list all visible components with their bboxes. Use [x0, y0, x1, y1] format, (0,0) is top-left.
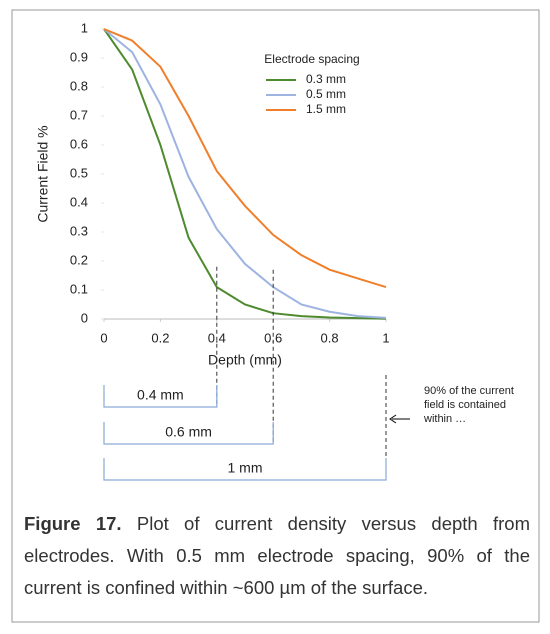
y-tick-label: 1	[81, 20, 88, 35]
x-tick-label: 0.8	[321, 330, 339, 345]
y-tick-label: 0.9	[70, 49, 88, 64]
frame	[11, 9, 540, 623]
bracket	[103, 422, 274, 445]
y-tick-label: 0.7	[70, 107, 88, 122]
caption-label: Figure 17.	[24, 513, 122, 534]
y-tick-label: 0.4	[70, 194, 88, 209]
legend-label: 1.5 mm	[306, 102, 346, 116]
y-axis-label: Current Field %	[35, 125, 51, 222]
bracket-label: 0.4 mm	[137, 387, 184, 403]
bracket-label: 0.6 mm	[165, 424, 212, 440]
caption: Figure 17. Plot of current density versu…	[24, 508, 530, 604]
y-tick-label: 0.6	[70, 136, 88, 151]
y-tick-label: 0.8	[70, 78, 88, 93]
y-tick-label: 0.1	[70, 281, 88, 296]
y-tick-label: 0.5	[70, 165, 88, 180]
legend-title: Electrode spacing	[264, 52, 359, 66]
x-tick-label: 0.2	[151, 330, 169, 345]
bracket	[103, 385, 218, 408]
x-tick-label: 0	[100, 330, 107, 345]
series-line	[103, 28, 387, 320]
legend-label: 0.3 mm	[306, 72, 346, 86]
bracket-label: 1 mm	[228, 460, 263, 476]
y-tick-label: 0.2	[70, 252, 88, 267]
x-tick-label: 1	[382, 330, 389, 345]
caption-text: Plot of current density versus depth fro…	[24, 513, 531, 598]
legend-label: 0.5 mm	[306, 87, 346, 101]
x-axis-label: Depth (mm)	[208, 352, 282, 368]
y-tick-label: 0	[81, 310, 88, 325]
bracket	[103, 458, 387, 481]
y-tick-label: 0.3	[70, 223, 88, 238]
x-tick-label: 0.6	[264, 330, 282, 345]
series-line	[103, 28, 387, 289]
series-line	[103, 28, 387, 319]
note: 90% of the current field is contained wi…	[424, 385, 514, 425]
arrow-head	[389, 414, 397, 424]
